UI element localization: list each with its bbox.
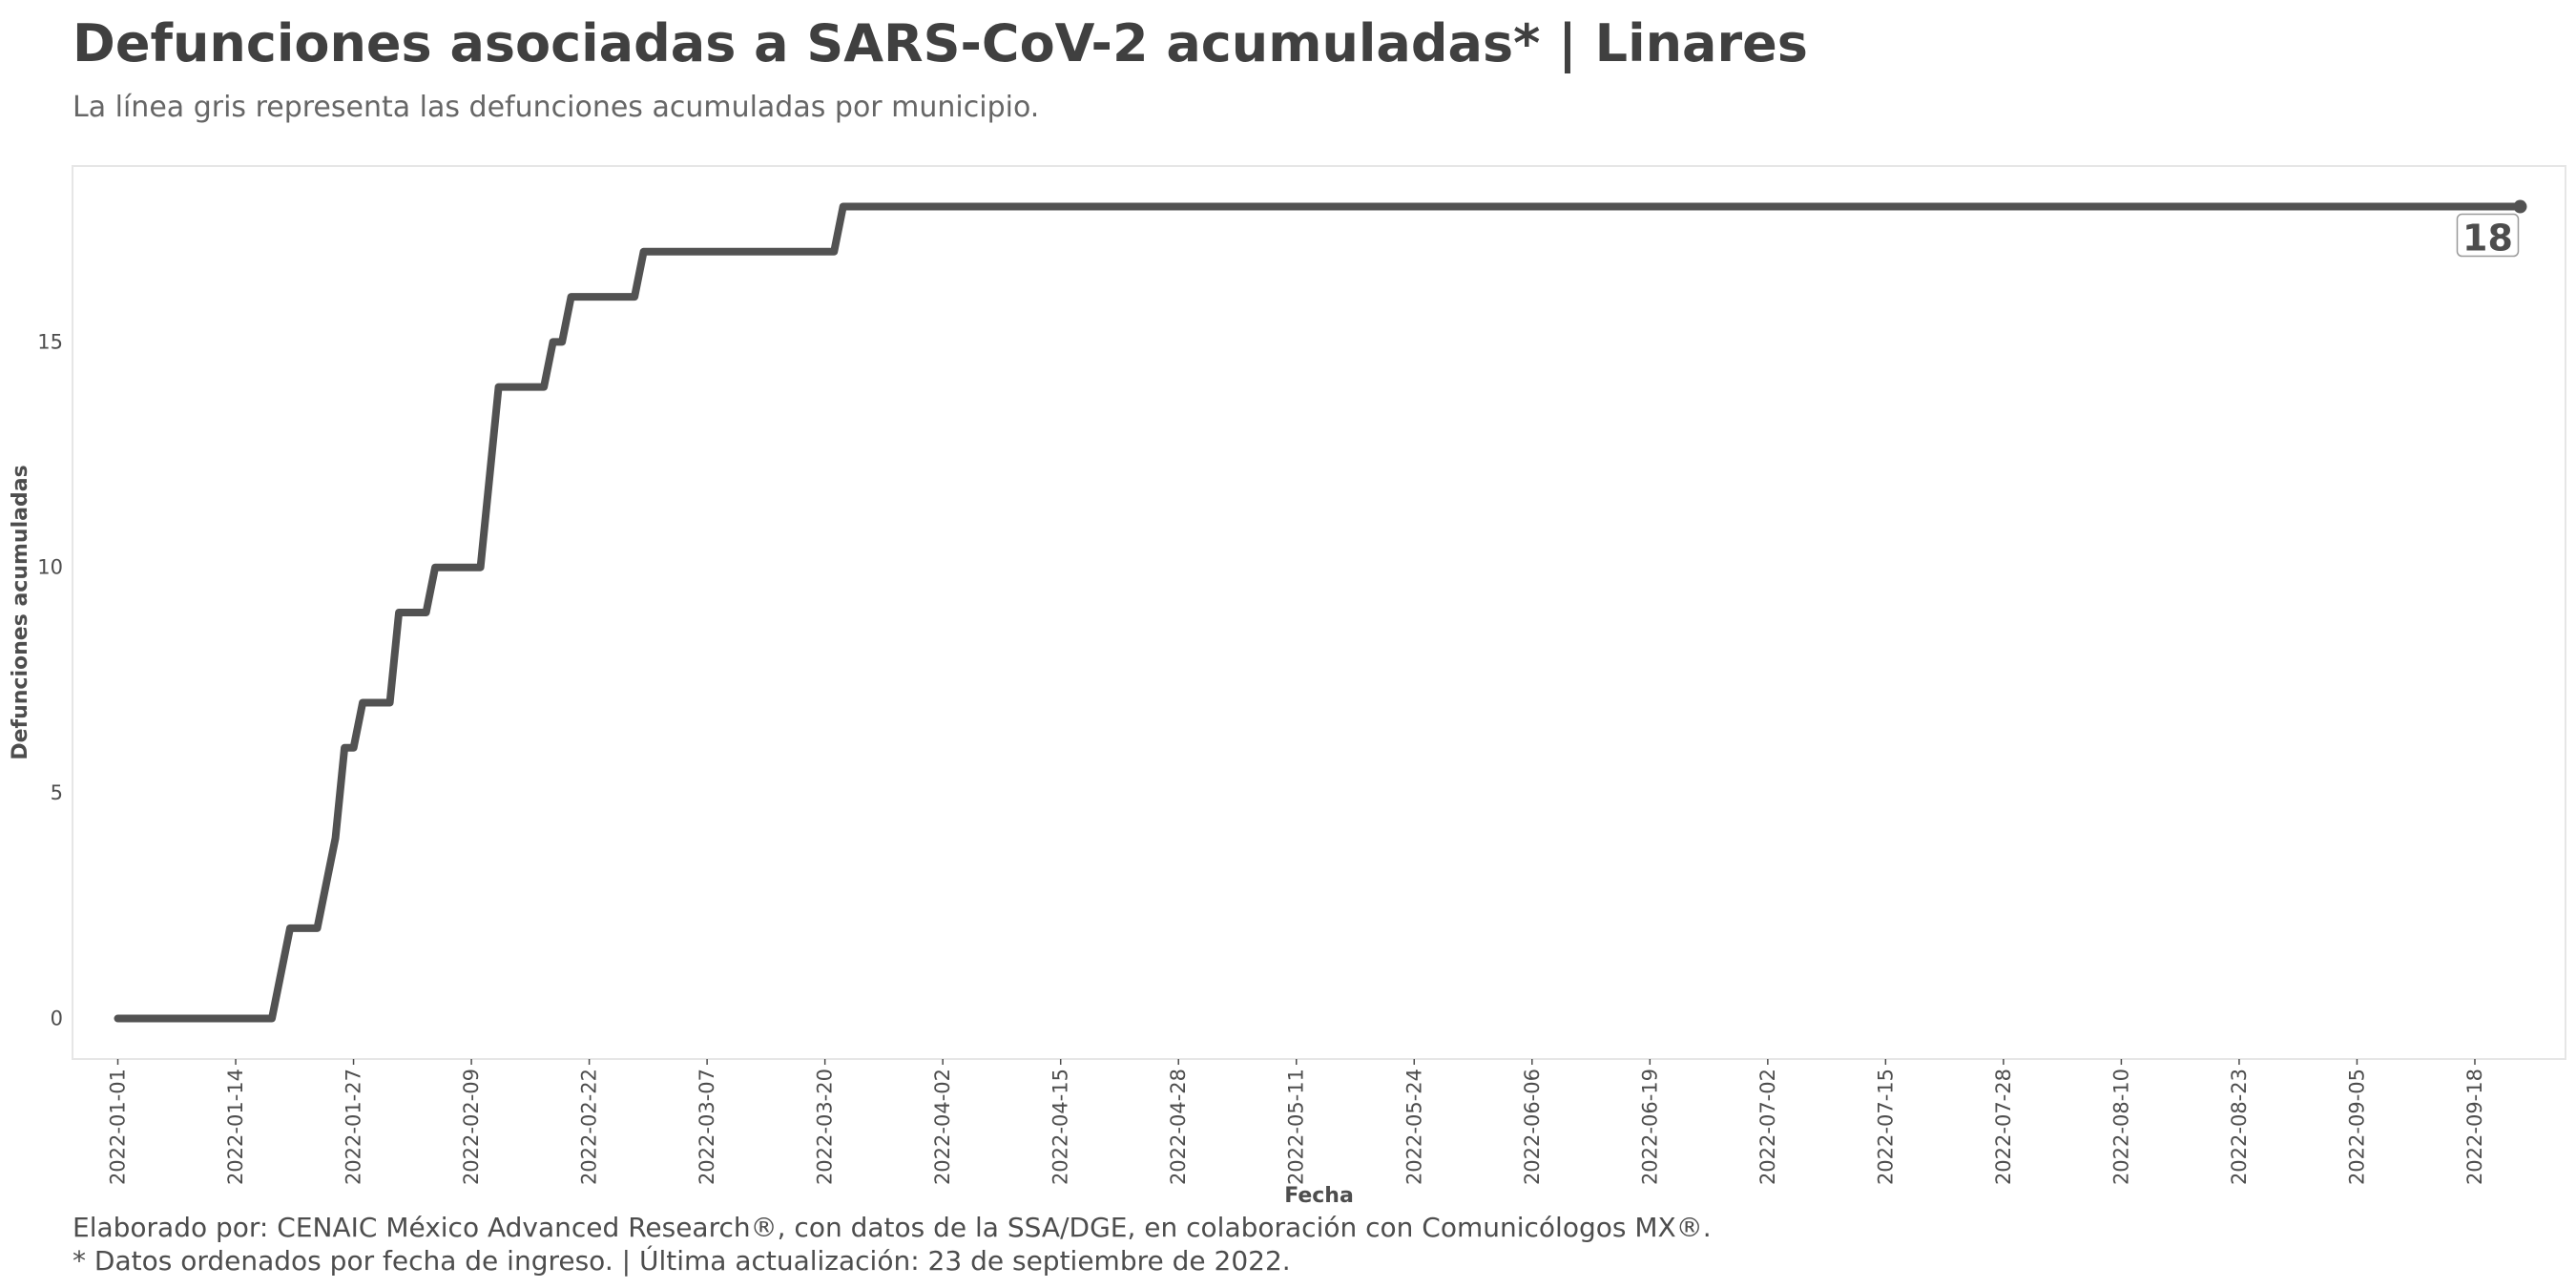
x-tick-label: 2022-08-23: [2228, 1069, 2251, 1185]
x-tick-label: 2022-09-18: [2463, 1069, 2486, 1185]
x-tick-label: 2022-08-10: [2109, 1069, 2132, 1185]
x-tick-label: 2022-07-15: [1874, 1069, 1897, 1185]
x-tick-label: 2022-01-14: [224, 1069, 247, 1185]
x-tick-label: 2022-06-19: [1638, 1069, 1661, 1185]
x-axis-title: Fecha: [1284, 1184, 1354, 1208]
x-tick-label: 2022-05-11: [1285, 1069, 1308, 1185]
x-tick-label: 2022-04-15: [1049, 1069, 1072, 1185]
x-tick-label: 2022-04-02: [931, 1069, 954, 1185]
x-tick-label: 2022-05-24: [1402, 1069, 1425, 1185]
x-tick-label: 2022-04-28: [1167, 1069, 1190, 1185]
y-tick-label: 0: [51, 1007, 63, 1029]
end-value-label-group: 18: [2456, 213, 2520, 260]
end-value-label: 18: [2462, 218, 2513, 260]
x-tick-label: 2022-03-07: [696, 1069, 718, 1185]
plot-panel: [72, 165, 2566, 1060]
x-tick-label: 2022-02-22: [578, 1069, 601, 1185]
note-caption: * Datos ordenados por fecha de ingreso. …: [73, 1245, 1291, 1277]
y-tick-label: 5: [51, 781, 63, 804]
x-tick-label: 2022-02-09: [460, 1069, 483, 1185]
x-axis-ticks: 2022-01-01 2022-01-14 2022-01-27 2022-02-09…: [107, 1059, 2486, 1185]
chart-title: Defunciones asociadas a SARS-CoV-2 acumu…: [73, 13, 1808, 73]
y-tick-label: 15: [37, 330, 63, 353]
x-tick-label: 2022-06-06: [1521, 1069, 1544, 1185]
x-tick-label: 2022-01-01: [107, 1069, 130, 1185]
series-group: [114, 199, 2527, 1023]
series-line: [114, 202, 2524, 1023]
x-tick-label: 2022-09-05: [2345, 1069, 2368, 1185]
x-tick-label: 2022-07-02: [1756, 1069, 1779, 1185]
series-end-point: [2513, 199, 2527, 214]
x-tick-label: 2022-07-28: [1992, 1069, 2015, 1185]
chart-subtitle: La línea gris representa las defunciones…: [73, 91, 1040, 124]
credit-caption: Elaborado por: CENAIC México Advanced Re…: [73, 1212, 1712, 1243]
x-tick-label: 2022-01-27: [343, 1069, 365, 1185]
x-tick-label: 2022-03-20: [814, 1069, 837, 1185]
y-axis-title: Defunciones acumuladas: [9, 465, 32, 759]
y-tick-label: 10: [37, 556, 63, 579]
y-axis-ticks: 0 5 10 15: [37, 330, 63, 1029]
end-label-box: [2456, 213, 2520, 258]
